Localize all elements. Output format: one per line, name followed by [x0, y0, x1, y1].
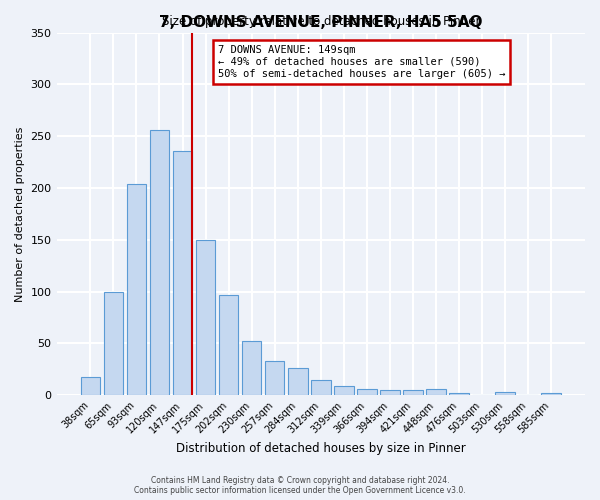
Bar: [496, 392, 515, 395]
Bar: [426, 389, 446, 395]
X-axis label: Distribution of detached houses by size in Pinner: Distribution of detached houses by size …: [176, 442, 466, 455]
Bar: [219, 294, 238, 395]
Bar: [173, 150, 193, 395]
Text: 7 DOWNS AVENUE: 149sqm
← 49% of detached houses are smaller (590)
50% of semi-de: 7 DOWNS AVENUE: 149sqm ← 49% of detached…: [218, 46, 505, 78]
Bar: [149, 130, 169, 395]
Bar: [380, 390, 400, 395]
Bar: [80, 376, 100, 395]
Bar: [403, 390, 423, 395]
Text: Contains HM Land Registry data © Crown copyright and database right 2024.
Contai: Contains HM Land Registry data © Crown c…: [134, 476, 466, 495]
Bar: [265, 361, 284, 395]
Title: 7, DOWNS AVENUE, PINNER, HA5 5AQ: 7, DOWNS AVENUE, PINNER, HA5 5AQ: [159, 15, 482, 30]
Bar: [541, 393, 561, 395]
Y-axis label: Number of detached properties: Number of detached properties: [15, 126, 25, 302]
Bar: [196, 240, 215, 395]
Bar: [288, 368, 308, 395]
Text: Size of property relative to detached houses in Pinner: Size of property relative to detached ho…: [161, 16, 480, 28]
Bar: [127, 184, 146, 395]
Bar: [449, 393, 469, 395]
Bar: [104, 292, 123, 395]
Bar: [242, 342, 262, 395]
Bar: [357, 389, 377, 395]
Bar: [311, 380, 331, 395]
Bar: [334, 386, 353, 395]
